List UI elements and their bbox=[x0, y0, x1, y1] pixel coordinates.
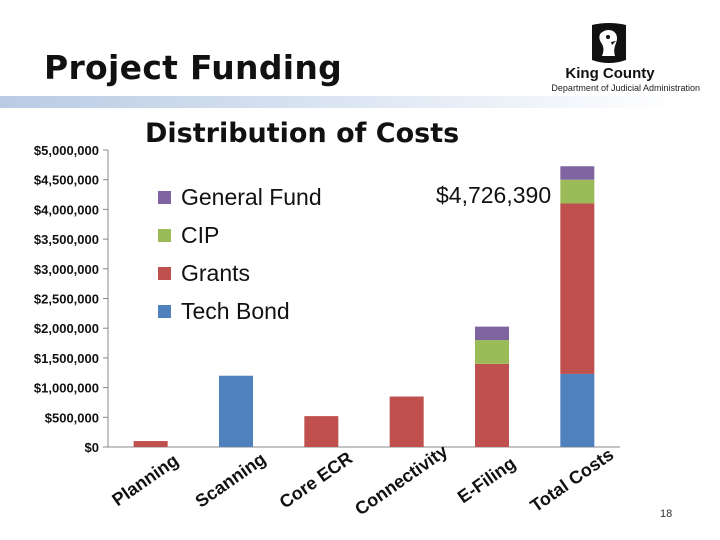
legend-label-tech-bond: Tech Bond bbox=[181, 297, 290, 324]
total-cost-annotation: $4,726,390 bbox=[436, 182, 552, 208]
legend-swatch-cip bbox=[158, 228, 171, 242]
page-number: 18 bbox=[660, 508, 673, 520]
logo-department: Department of Judicial Administration bbox=[551, 83, 700, 93]
bar-cip-total-costs bbox=[560, 179, 595, 204]
legend-item-general-fund: General Fund bbox=[158, 178, 322, 216]
y-tick-label: $0 bbox=[85, 440, 99, 455]
chart-title: Distribution of Costs bbox=[145, 118, 460, 149]
x-category-label: Core ECR bbox=[276, 448, 356, 513]
legend-swatch-tech-bond bbox=[158, 304, 171, 318]
bar-tech-bond-total-costs bbox=[560, 373, 595, 447]
y-tick-label: $1,000,000 bbox=[34, 381, 99, 396]
x-category-label: Total Costs bbox=[527, 444, 618, 516]
x-category-label: Planning bbox=[108, 450, 182, 510]
bar-grants-e-filing bbox=[475, 363, 509, 447]
legend-swatch-general-fund bbox=[158, 190, 171, 204]
bar-grants-total-costs bbox=[560, 203, 595, 374]
bar-general-fund-e-filing bbox=[475, 326, 509, 341]
legend-label-cip: CIP bbox=[181, 221, 220, 248]
logo-name: King County bbox=[565, 65, 655, 82]
chart-legend: General Fund CIP Grants Tech Bond bbox=[158, 178, 322, 330]
king-county-logo: King County Department of Judicial Admin… bbox=[551, 20, 700, 100]
y-tick-label: $500,000 bbox=[45, 410, 99, 425]
y-tick-label: $4,000,000 bbox=[34, 202, 99, 217]
legend-swatch-grants bbox=[158, 266, 171, 280]
bar-tech-bond-scanning bbox=[219, 375, 253, 447]
bar-grants-planning bbox=[133, 441, 168, 447]
y-tick-label: $3,000,000 bbox=[34, 262, 99, 277]
legend-label-grants: Grants bbox=[181, 259, 251, 286]
legend-item-grants: Grants bbox=[158, 254, 322, 292]
bar-grants-connectivity bbox=[389, 396, 424, 447]
x-category-label: Scanning bbox=[192, 449, 270, 512]
king-county-crest-icon bbox=[592, 23, 626, 63]
y-tick-label: $3,500,000 bbox=[34, 232, 99, 247]
bar-grants-core-ecr bbox=[304, 416, 339, 447]
legend-label-general-fund: General Fund bbox=[181, 183, 322, 210]
page-title: Project Funding bbox=[44, 48, 343, 87]
x-category-label: E-Filing bbox=[454, 453, 520, 507]
x-category-label: Connectivity bbox=[351, 441, 451, 519]
legend-item-cip: CIP bbox=[158, 216, 322, 254]
y-tick-label: $1,500,000 bbox=[34, 351, 99, 366]
legend-item-tech-bond: Tech Bond bbox=[158, 292, 322, 330]
y-tick-label: $2,500,000 bbox=[34, 292, 99, 307]
y-tick-label: $2,000,000 bbox=[34, 321, 99, 336]
bar-cip-e-filing bbox=[475, 340, 509, 364]
y-tick-label: $4,500,000 bbox=[34, 173, 99, 188]
y-tick-label: $5,000,000 bbox=[34, 143, 99, 158]
bar-general-fund-total-costs bbox=[560, 166, 595, 180]
title-underline-bar bbox=[0, 96, 680, 108]
